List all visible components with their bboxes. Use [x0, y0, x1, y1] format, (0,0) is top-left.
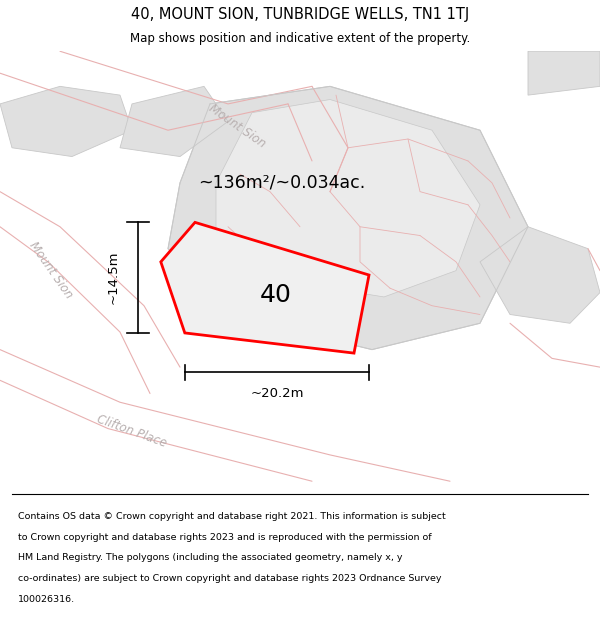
Text: Map shows position and indicative extent of the property.: Map shows position and indicative extent… — [130, 32, 470, 45]
Text: 40, MOUNT SION, TUNBRIDGE WELLS, TN1 1TJ: 40, MOUNT SION, TUNBRIDGE WELLS, TN1 1TJ — [131, 7, 469, 22]
Text: co-ordinates) are subject to Crown copyright and database rights 2023 Ordnance S: co-ordinates) are subject to Crown copyr… — [18, 574, 442, 583]
Text: Contains OS data © Crown copyright and database right 2021. This information is : Contains OS data © Crown copyright and d… — [18, 512, 446, 521]
Polygon shape — [216, 99, 480, 297]
Text: HM Land Registry. The polygons (including the associated geometry, namely x, y: HM Land Registry. The polygons (includin… — [18, 554, 403, 562]
Text: to Crown copyright and database rights 2023 and is reproduced with the permissio: to Crown copyright and database rights 2… — [18, 532, 431, 541]
Polygon shape — [528, 51, 600, 95]
Polygon shape — [120, 86, 228, 156]
Text: Mount Sion: Mount Sion — [26, 240, 76, 301]
Polygon shape — [161, 222, 369, 353]
Polygon shape — [0, 86, 132, 156]
Text: Mount Sion: Mount Sion — [206, 101, 268, 150]
Text: ~136m²/~0.034ac.: ~136m²/~0.034ac. — [198, 174, 365, 192]
Text: ~20.2m: ~20.2m — [250, 387, 304, 400]
Text: ~14.5m: ~14.5m — [106, 251, 119, 304]
Polygon shape — [480, 227, 600, 323]
Polygon shape — [168, 86, 528, 349]
Text: 40: 40 — [260, 282, 292, 307]
Text: Clifton Place: Clifton Place — [95, 412, 169, 449]
Text: 100026316.: 100026316. — [18, 595, 75, 604]
